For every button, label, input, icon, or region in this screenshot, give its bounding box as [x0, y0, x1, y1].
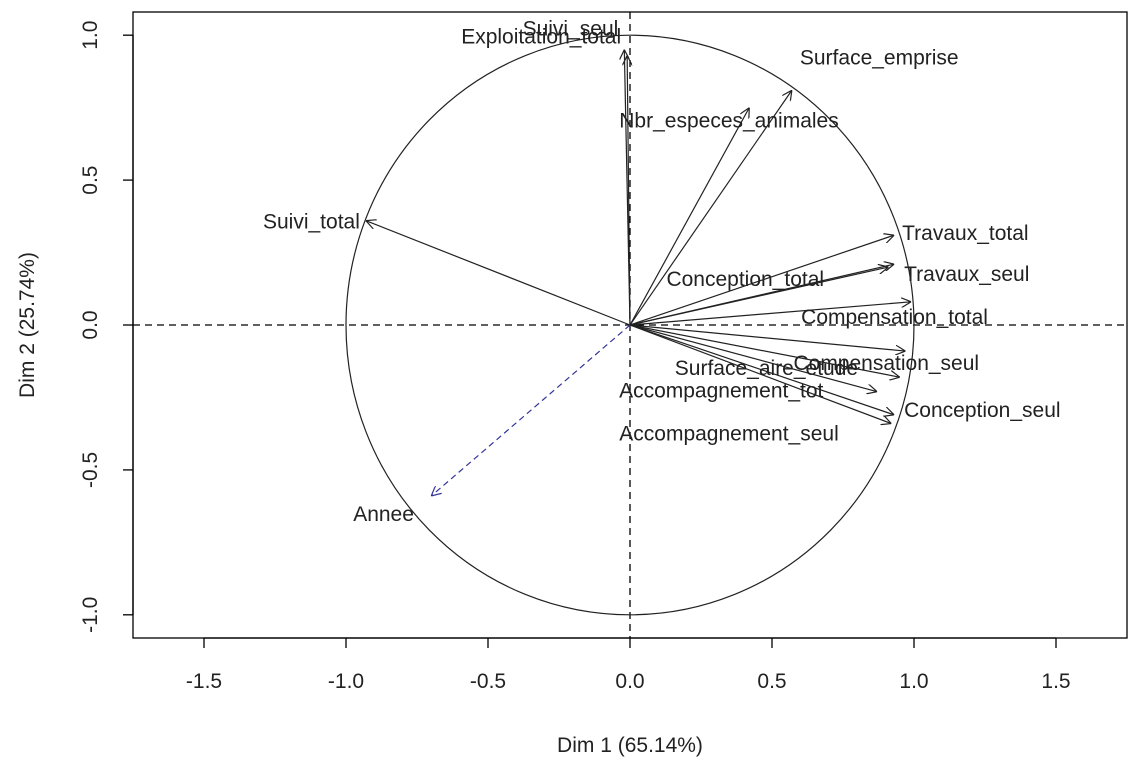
arrow-accompagnement-tot — [629, 324, 877, 392]
arrow-conception-seul — [629, 324, 894, 415]
label-surface-emprise: Surface_emprise — [800, 46, 959, 69]
x-tick-label: -0.5 — [470, 670, 506, 693]
x-tick-label: 1.0 — [899, 670, 928, 693]
label-accompagnement-tot: Accompagnement_tot — [619, 380, 823, 403]
arrow-compensation-seul — [629, 324, 905, 351]
label-travaux-total: Travaux_total — [902, 222, 1028, 245]
arrow-nbr-especes-animales — [629, 108, 749, 326]
arrow-annee — [431, 324, 631, 496]
label-compensation-total: Compensation_total — [801, 306, 988, 329]
y-tick-label: -0.5 — [79, 452, 102, 488]
variable-arrows — [366, 50, 911, 496]
label-nbr-especes-animales: Nbr_especes_animales — [619, 110, 838, 133]
label-conception-total: Conception_total — [666, 268, 824, 291]
label-surface-aire-etude: Surface_aire_etude — [675, 357, 858, 380]
label-compensation-seul: Compensation_seul — [793, 352, 979, 375]
arrow-travaux-seul — [629, 264, 894, 326]
x-tick-label: 0.0 — [615, 670, 644, 693]
label-conception-seul: Conception_seul — [904, 399, 1060, 422]
x-tick-label: -1.5 — [186, 670, 222, 693]
label-annee: Annee — [353, 503, 414, 526]
x-tick-label: 0.5 — [757, 670, 786, 693]
arrow-suivi-total — [366, 221, 631, 326]
label-suivi-seul: Suivi_seul — [523, 18, 619, 41]
y-axis-title: Dim 2 (25.74%) — [16, 252, 39, 398]
arrow-accompagnement-seul — [629, 324, 891, 424]
arrow-surface-aire-etude — [629, 324, 900, 377]
label-exploitation-total: Exploitation_total — [461, 25, 621, 48]
arrow-travaux-total — [629, 235, 894, 326]
arrow-suivi-seul — [624, 50, 631, 326]
x-axis: -1.5 -1.0 -0.5 0.0 0.5 1.0 1.5 — [186, 637, 1071, 693]
label-accompagnement-seul: Accompagnement_seul — [619, 423, 838, 446]
x-axis-title: Dim 1 (65.14%) — [557, 734, 703, 757]
arrow-surface-emprise — [629, 90, 792, 326]
unit-circle-layer — [345, 34, 915, 616]
y-tick-label: -1.0 — [79, 597, 102, 633]
x-tick-label: -1.0 — [328, 670, 364, 693]
x-tick-label: 1.5 — [1041, 670, 1070, 693]
y-axis: -1.0 -0.5 0.0 0.5 1.0 — [79, 21, 134, 633]
arrow-compensation-total — [629, 302, 911, 326]
y-tick-label: 1.0 — [79, 21, 102, 50]
label-suivi-total: Suivi_total — [263, 211, 360, 234]
y-tick-label: 0.0 — [79, 310, 102, 339]
y-tick-label: 0.5 — [79, 165, 102, 194]
unit-circle — [345, 34, 915, 616]
label-travaux-seul: Travaux_seul — [904, 263, 1029, 286]
